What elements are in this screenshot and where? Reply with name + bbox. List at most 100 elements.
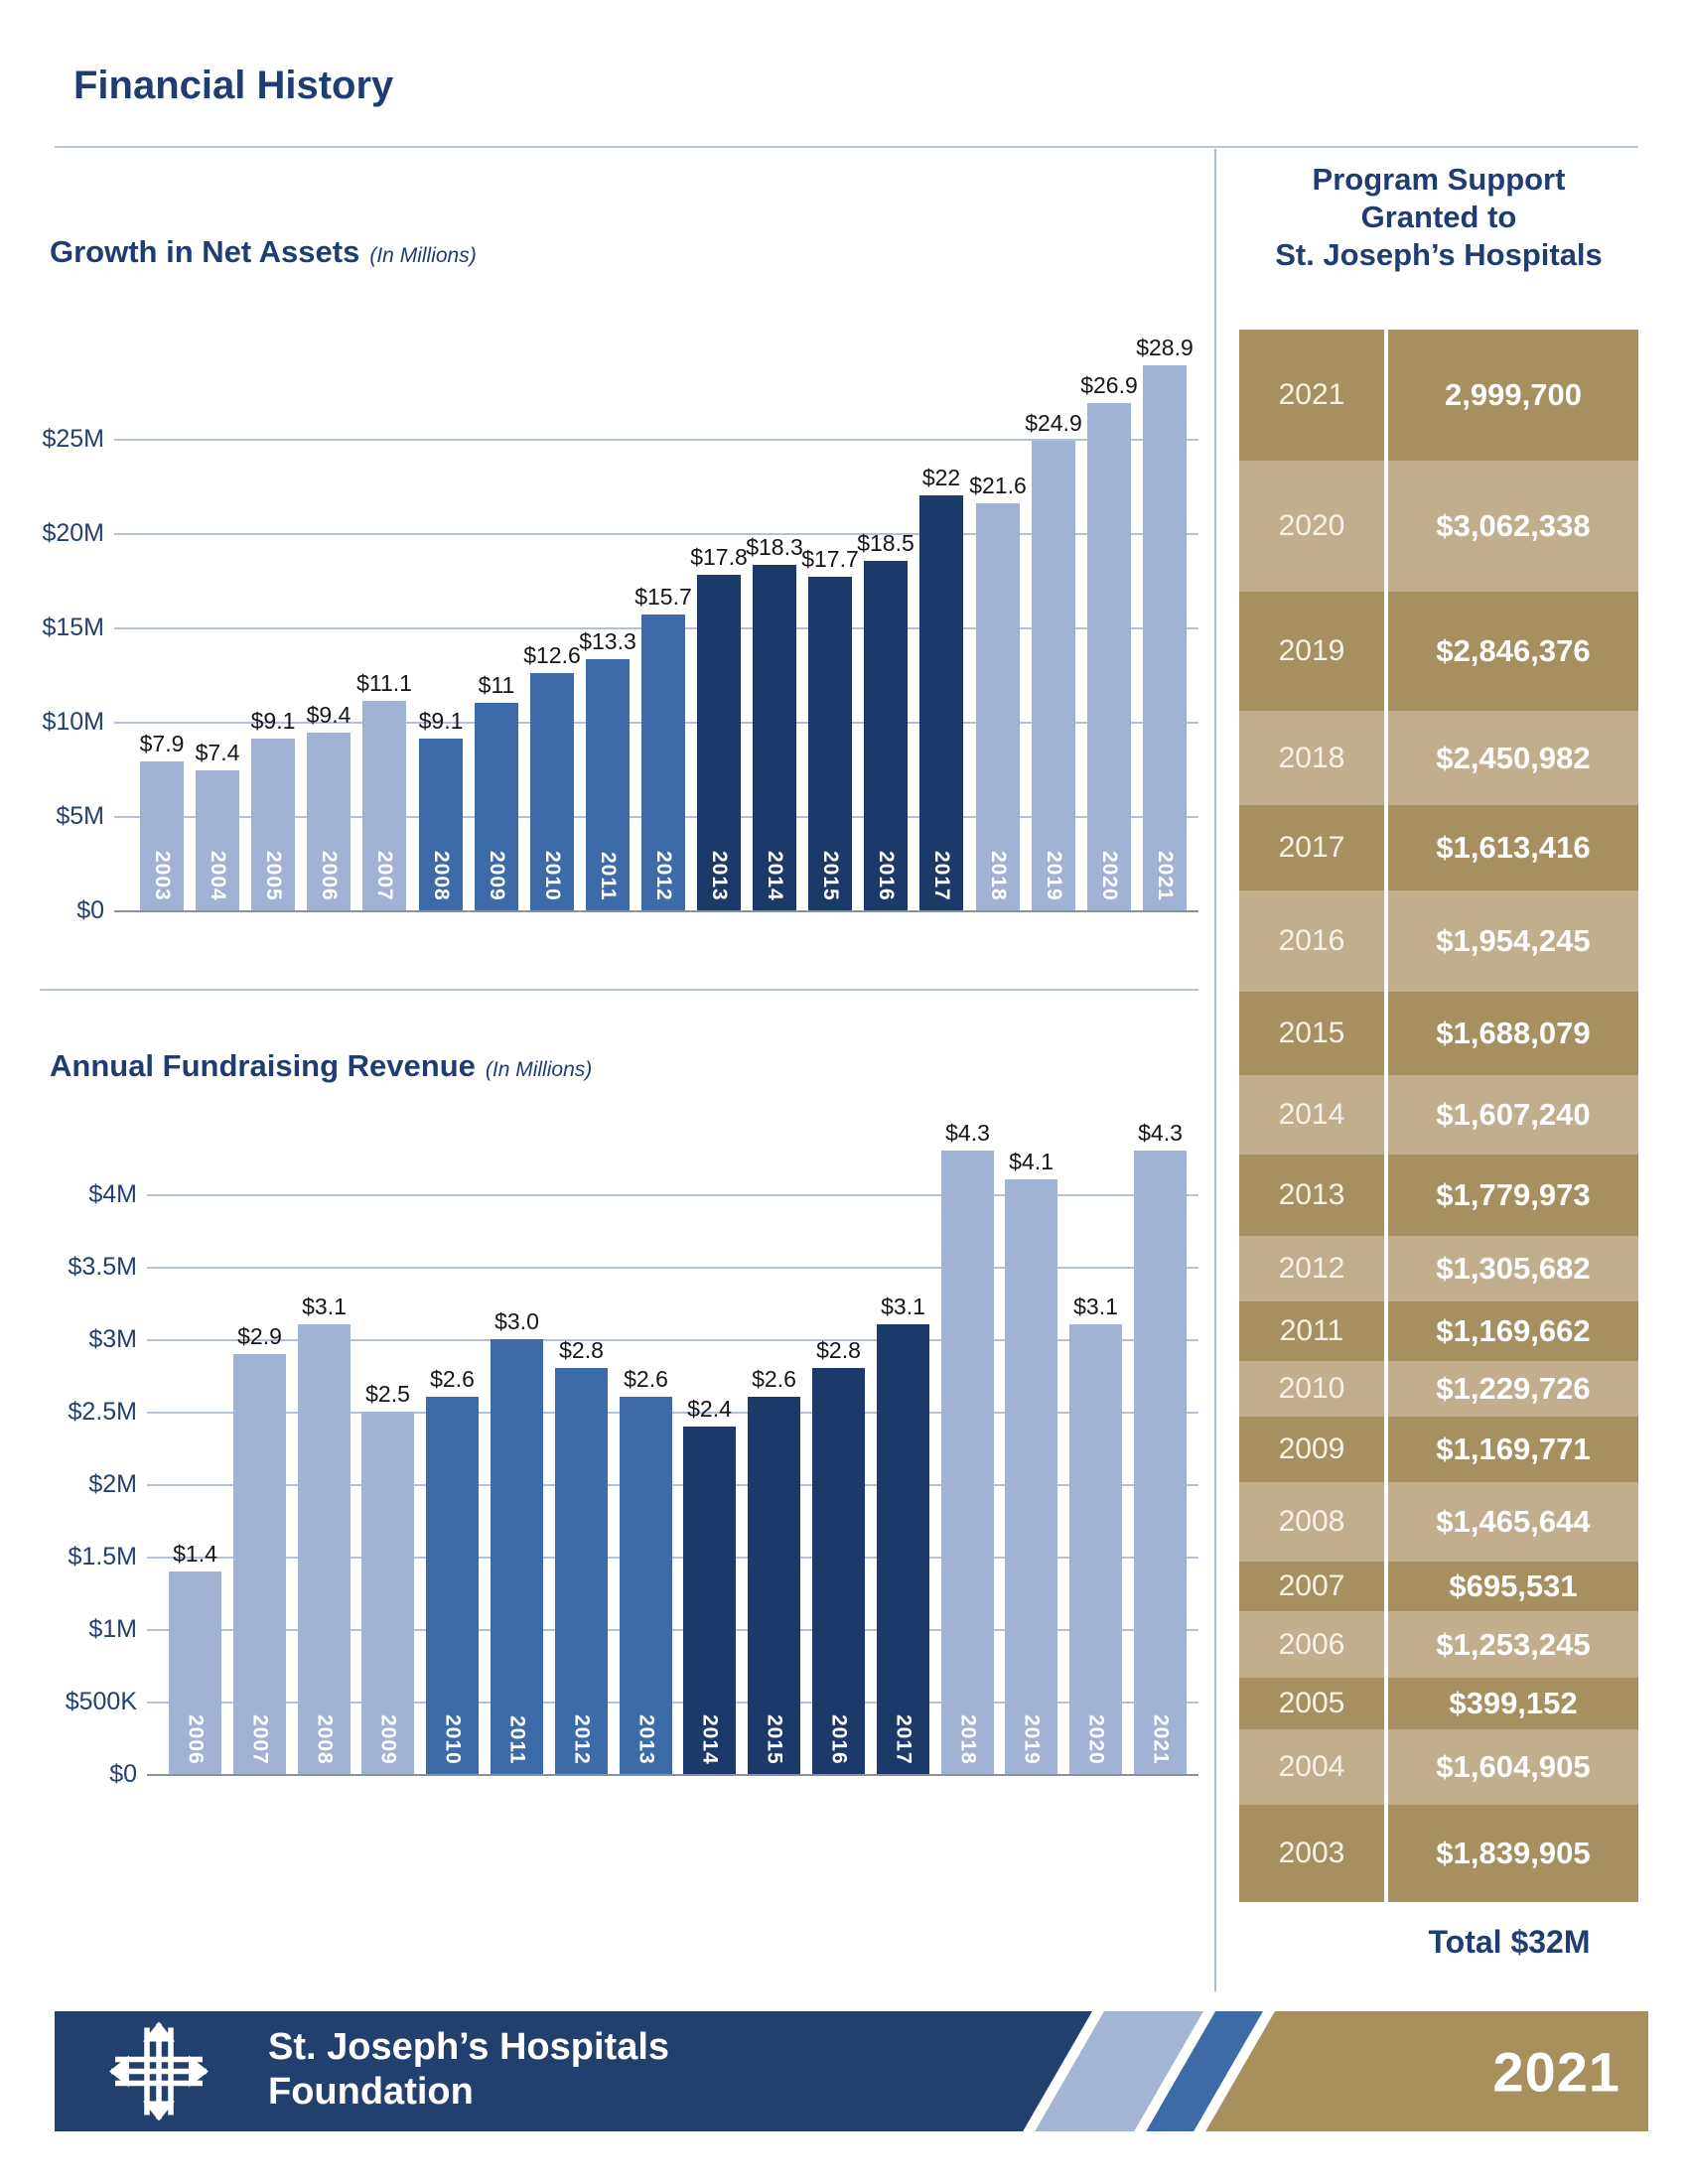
y-axis-tick-label: $500K	[65, 1688, 137, 1715]
bar-value-label: $21.6	[969, 473, 1027, 498]
bar-2016: 2016	[864, 561, 908, 910]
bar-year-label: 2011	[505, 1715, 529, 1765]
y-axis-tick-label: $0	[109, 1760, 137, 1788]
y-axis-tick-label: $2M	[88, 1470, 137, 1498]
bar-2009: 2009	[361, 1412, 414, 1774]
bar-value-label: $2.6	[752, 1366, 796, 1392]
bar-value-label: $18.3	[746, 534, 803, 560]
footer-banner: St. Joseph’s Hospitals Foundation 2021	[55, 2011, 1648, 2131]
bar-2012: 2012	[555, 1368, 608, 1774]
y-axis-tick-label: $1.5M	[68, 1543, 137, 1570]
table-year-cell: 2012	[1239, 1236, 1388, 1301]
report-year-badge: 2021	[1492, 2040, 1620, 2103]
bar-value-label: $2.5	[365, 1381, 410, 1407]
bar-value-label: $9.1	[250, 708, 296, 734]
bar-value-label: $12.6	[523, 642, 581, 668]
bar-year-label: 2018	[956, 1714, 980, 1765]
gridline	[147, 1194, 1198, 1196]
table-row: 2007 $695,531	[1239, 1562, 1638, 1611]
bar-year-label: 2007	[373, 851, 396, 901]
table-row: 2013 $1,779,973	[1239, 1155, 1638, 1236]
bar-year-label: 2011	[597, 852, 620, 901]
table-year-cell: 2016	[1239, 890, 1388, 992]
page-title: Financial History	[73, 64, 394, 107]
table-amount-cell: $1,253,245	[1436, 1626, 1591, 1662]
table-year-cell: 2006	[1239, 1611, 1388, 1678]
bar-value-label: $13.3	[579, 628, 636, 654]
table-row: 2016 $1,954,245	[1239, 890, 1638, 992]
table-title-line3: St. Joseph’s Hospitals	[1275, 237, 1603, 272]
table-amount-cell: $1,305,682	[1436, 1251, 1591, 1286]
bar-year-label: 2008	[430, 851, 453, 901]
bar-2016: 2016	[812, 1368, 865, 1774]
bar-2008: 2008	[298, 1324, 351, 1774]
bar-value-label: $17.8	[690, 544, 748, 570]
y-axis-tick-label: $25M	[42, 425, 104, 453]
bar-year-label: 2016	[827, 1714, 851, 1765]
bar-2011: 2011	[586, 659, 630, 910]
bar-year-label: 2014	[764, 851, 786, 901]
content-sidebar-divider	[1214, 149, 1216, 1991]
bar-year-label: 2014	[698, 1714, 722, 1765]
bar-value-label: $22	[921, 465, 961, 490]
table-year-cell: 2017	[1239, 805, 1388, 890]
bar-year-label: 2019	[1043, 851, 1065, 901]
bar-2008: 2008	[419, 739, 463, 910]
y-axis-tick-label: $3.5M	[68, 1253, 137, 1281]
header-divider	[55, 146, 1638, 148]
y-axis-tick-label: $0	[76, 896, 104, 924]
bar-2019: 2019	[1032, 441, 1075, 910]
bar-year-label: 2015	[763, 1714, 786, 1765]
table-year-cell: 2009	[1239, 1417, 1388, 1482]
y-axis-tick-label: $10M	[42, 708, 104, 736]
bar-2004: 2004	[196, 770, 239, 910]
bar-year-label: 2018	[987, 851, 1010, 901]
bar-year-label: 2005	[262, 851, 285, 901]
chart2-title: Annual Fundraising Revenue	[50, 1048, 476, 1083]
bar-2003: 2003	[140, 761, 184, 910]
table-year-cell: 2013	[1239, 1155, 1388, 1236]
chart2-heading: Annual Fundraising Revenue (In Millions)	[50, 1048, 592, 1084]
table-amount-cell: $1,607,240	[1436, 1097, 1591, 1132]
bar-year-label: 2017	[930, 851, 953, 901]
bar-2017: 2017	[919, 495, 963, 910]
foundation-name-line2: Foundation	[268, 2071, 474, 2113]
table-total: Total $32M	[1428, 1924, 1591, 1960]
foundation-logo-icon	[109, 2021, 209, 2121]
table-title: Program Support Granted to St. Joseph’s …	[1231, 161, 1646, 274]
table-year-cell: 2003	[1239, 1805, 1388, 1902]
table-row: 2009 $1,169,771	[1239, 1417, 1638, 1482]
table-row: 2015 $1,688,079	[1239, 992, 1638, 1075]
bar-value-label: $2.8	[816, 1337, 861, 1363]
bar-year-label: 2006	[318, 851, 341, 901]
table-row: 2014 $1,607,240	[1239, 1075, 1638, 1155]
gridline	[147, 1557, 1198, 1559]
bar-value-label: $3.0	[494, 1308, 539, 1334]
bar-2009: 2009	[475, 703, 518, 910]
table-year-cell: 2004	[1239, 1729, 1388, 1805]
bar-year-label: 2009	[376, 1714, 400, 1765]
table-row: 2008 $1,465,644	[1239, 1482, 1638, 1562]
bar-value-label: $7.9	[139, 731, 185, 756]
bar-value-label: $15.7	[634, 584, 692, 610]
bar-year-label: 2015	[819, 851, 842, 901]
bar-year-label: 2010	[541, 851, 564, 901]
bar-year-label: 2006	[184, 1714, 208, 1765]
table-row: 2005 $399,152	[1239, 1678, 1638, 1729]
bar-value-label: $11	[478, 672, 515, 698]
bar-2006: 2006	[169, 1571, 221, 1774]
bar-2019: 2019	[1005, 1179, 1057, 1774]
table-row: 2006 $1,253,245	[1239, 1611, 1638, 1678]
table-row: 2021 2,999,700	[1239, 330, 1638, 461]
bar-value-label: $28.9	[1136, 335, 1194, 360]
table-year-cell: 2007	[1239, 1562, 1388, 1611]
table-year-cell: 2011	[1239, 1301, 1388, 1361]
bar-year-label: 2009	[486, 851, 508, 901]
bar-2005: 2005	[251, 739, 295, 910]
bar-2013: 2013	[620, 1397, 672, 1774]
y-axis-tick-label: $4M	[88, 1180, 137, 1208]
table-row: 2020 $3,062,338	[1239, 461, 1638, 592]
gridline	[114, 533, 1198, 535]
bar-value-label: $3.1	[1073, 1294, 1118, 1319]
bar-year-label: 2013	[708, 851, 731, 901]
